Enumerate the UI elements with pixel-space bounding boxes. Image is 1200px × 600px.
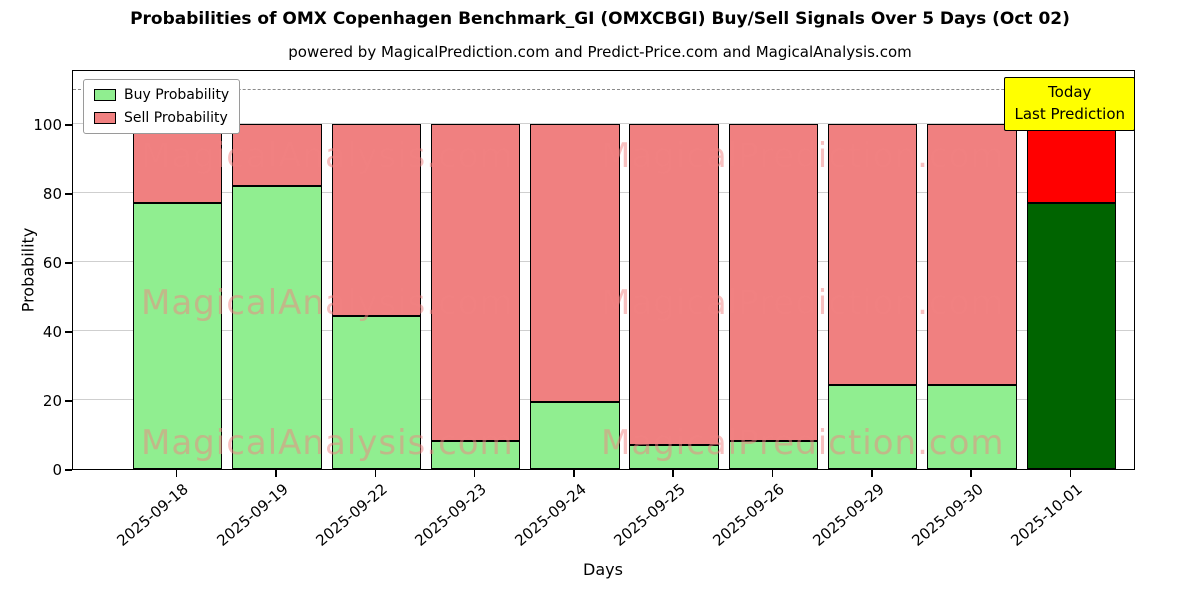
- bar-sell-2025-09-22: [331, 124, 421, 316]
- y-tick-mark-100: [65, 124, 72, 126]
- x-tick-mark-2025-09-22: [374, 470, 376, 477]
- bar-buy-2025-09-24: [530, 401, 620, 469]
- bar-buy-2025-09-23: [430, 441, 521, 469]
- plot-area: MagicalAnalysis.com MagicalPrediction.com…: [72, 70, 1135, 470]
- y-tick-mark-0: [65, 469, 72, 471]
- bar-buy-2025-09-19: [232, 186, 322, 469]
- legend: Buy Probability Sell Probability: [83, 79, 241, 134]
- y-tick-label-0: 0: [52, 461, 62, 479]
- legend-buy-label: Buy Probability: [124, 87, 230, 103]
- bar-buy-2025-09-22: [331, 315, 421, 469]
- gridline-y-100: [73, 123, 1134, 125]
- y-tick-mark-80: [65, 193, 72, 195]
- bar-buy-2025-09-26: [728, 441, 819, 469]
- x-tick-mark-2025-09-18: [175, 470, 178, 477]
- x-tick-mark-2025-09-19: [275, 470, 277, 477]
- x-tick-mark-2025-09-29: [871, 470, 873, 477]
- legend-item-sell: Sell Probability: [94, 110, 229, 126]
- bar-buy-2025-10-01: [1026, 203, 1117, 469]
- dashed-threshold-line: [73, 88, 1134, 90]
- x-axis-label: Days: [583, 560, 623, 579]
- bar-sell-2025-09-25: [629, 124, 719, 445]
- x-tick-mark-2025-09-24: [573, 470, 575, 477]
- bar-sell-2025-09-24: [530, 124, 620, 402]
- y-tick-mark-40: [65, 331, 72, 333]
- y-tick-label-40: 40: [42, 323, 62, 342]
- bar-buy-2025-09-18: [132, 203, 223, 469]
- x-tick-mark-2025-09-23: [473, 470, 476, 477]
- y-tick-label-80: 80: [42, 185, 62, 204]
- bar-buy-2025-09-25: [629, 444, 719, 469]
- x-tick-mark-2025-10-01: [1069, 470, 1072, 477]
- x-tick-mark-2025-09-26: [771, 470, 774, 477]
- y-tick-label-20: 20: [42, 392, 62, 411]
- chart-title: Probabilities of OMX Copenhagen Benchmar…: [130, 9, 1070, 29]
- legend-item-buy: Buy Probability: [94, 87, 229, 103]
- bar-sell-2025-09-29: [828, 124, 918, 385]
- bar-buy-2025-09-30: [927, 384, 1017, 469]
- legend-sell-label: Sell Probability: [124, 110, 228, 126]
- y-tick-mark-60: [65, 262, 72, 264]
- annotation-line-1: Today: [1048, 83, 1092, 101]
- y-tick-label-60: 60: [42, 254, 62, 273]
- sell-probability-swatch: [94, 112, 116, 124]
- bar-sell-2025-09-19: [232, 124, 322, 187]
- x-tick-mark-2025-09-25: [672, 470, 674, 477]
- bar-buy-2025-09-29: [828, 384, 918, 469]
- x-tick-mark-2025-09-30: [970, 470, 972, 477]
- bar-sell-2025-09-30: [927, 124, 1017, 385]
- buy-probability-swatch: [94, 89, 116, 101]
- annotation-line-2: Last Prediction: [1014, 104, 1125, 123]
- bars-layer: [73, 71, 1134, 469]
- chart-subtitle: powered by MagicalPrediction.com and Pre…: [288, 43, 912, 61]
- y-tick-mark-20: [65, 400, 72, 402]
- bar-sell-2025-09-23: [430, 124, 521, 442]
- bar-sell-2025-09-18: [132, 124, 223, 204]
- bar-sell-2025-09-26: [728, 124, 819, 442]
- y-tick-label-100: 100: [33, 116, 62, 135]
- bar-sell-2025-10-01: [1026, 124, 1117, 204]
- today-annotation-box: Today Last Prediction: [1004, 77, 1134, 131]
